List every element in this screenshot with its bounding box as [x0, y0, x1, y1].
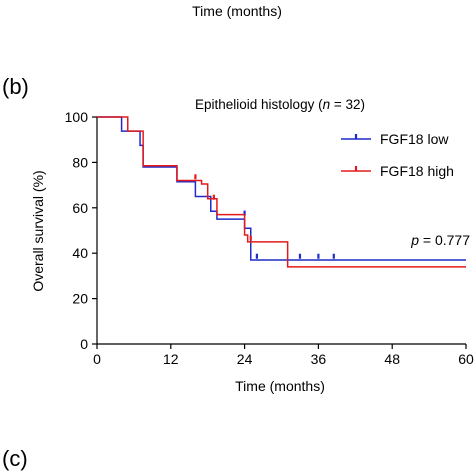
x-axis-label: Time (months): [235, 378, 325, 394]
chart-legend: FGF18 low FGF18 high: [341, 131, 454, 179]
x-tick-label-60: 60: [458, 351, 474, 367]
x-tick-label-48: 48: [384, 351, 400, 367]
legend-label-fgf18-high: FGF18 high: [380, 163, 454, 179]
previous-panel-x-axis-label: Time (months): [192, 3, 282, 19]
x-tick-label-0: 0: [93, 351, 101, 367]
y-tick-label-80: 80: [72, 154, 88, 170]
legend-entry-fgf18-high: FGF18 high: [341, 163, 454, 179]
x-tick-label-36: 36: [311, 351, 327, 367]
y-tick-label-100: 100: [65, 109, 89, 125]
x-tick-label-12: 12: [163, 351, 179, 367]
x-tick-label-24: 24: [237, 351, 253, 367]
chart-title: Epithelioid histology (n = 32): [195, 97, 365, 112]
y-tick-label-0: 0: [80, 336, 88, 352]
y-tick-label-60: 60: [72, 200, 88, 216]
legend-entry-fgf18-low: FGF18 low: [341, 131, 449, 147]
y-axis-label: Overall survival (%): [30, 170, 46, 291]
chart-series: [97, 116, 466, 268]
panel-label-c: (c): [2, 446, 28, 471]
y-tick-label-40: 40: [72, 245, 88, 261]
survival-curve-fgf18-high: [97, 116, 466, 268]
legend-label-fgf18-low: FGF18 low: [380, 131, 449, 147]
p-value-annotation: p = 0.777: [410, 232, 470, 248]
chart-axes: 0 12 24 36 48 60 0 20 40 60 80 100: [65, 109, 474, 367]
y-tick-label-20: 20: [72, 291, 88, 307]
panel-label-b: (b): [2, 74, 29, 99]
